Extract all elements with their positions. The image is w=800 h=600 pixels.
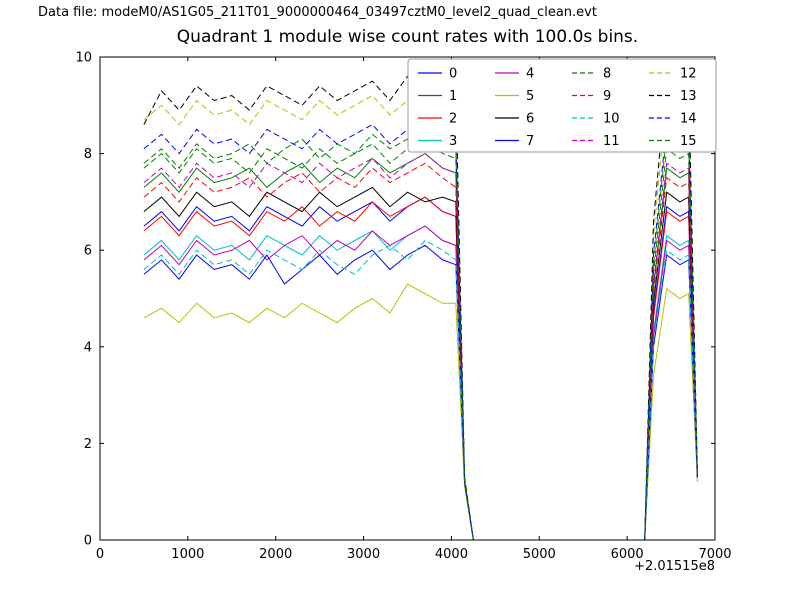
chart-title: Quadrant 1 module wise count rates with … xyxy=(176,27,639,47)
legend-label-10: 10 xyxy=(603,112,620,127)
legend-label-4: 4 xyxy=(526,67,534,82)
plot-frame xyxy=(99,56,716,541)
legend-label-1: 1 xyxy=(449,89,457,104)
series-line-9 xyxy=(143,162,698,541)
data-file-label: Data file: modeM0/AS1G05_211T01_90000004… xyxy=(38,5,597,20)
legend-label-11: 11 xyxy=(603,134,620,149)
legend-label-8: 8 xyxy=(603,67,611,82)
series-line-3 xyxy=(143,225,698,541)
series-line-15 xyxy=(143,128,698,541)
legend-label-13: 13 xyxy=(680,89,697,104)
series-line-0 xyxy=(143,196,698,541)
legend-label-6: 6 xyxy=(526,112,534,127)
legend-frame xyxy=(407,58,717,153)
x-tick-label: 5000 xyxy=(523,547,556,562)
y-tick-label: 2 xyxy=(84,437,92,452)
x-tick-label: 1000 xyxy=(171,547,204,562)
y-tick-label: 10 xyxy=(75,51,92,66)
legend-label-7: 7 xyxy=(526,134,534,149)
series-line-12 xyxy=(143,90,698,541)
y-tick-label: 0 xyxy=(84,534,92,549)
legend-label-14: 14 xyxy=(680,112,697,127)
series-lines xyxy=(143,70,698,541)
x-tick-label: 7000 xyxy=(698,547,731,562)
legend-label-9: 9 xyxy=(603,89,611,104)
y-tick-label: 6 xyxy=(84,244,92,259)
legend-label-2: 2 xyxy=(449,112,457,127)
x-tick-label: 2000 xyxy=(259,547,292,562)
y-tick-label: 8 xyxy=(84,147,92,162)
series-line-13 xyxy=(143,70,698,541)
series-line-5 xyxy=(143,283,698,541)
x-tick-label: 4000 xyxy=(435,547,468,562)
series-line-14 xyxy=(143,119,698,541)
legend-label-15: 15 xyxy=(680,134,697,149)
x-tick-label: 0 xyxy=(96,547,104,562)
series-line-2 xyxy=(143,196,698,541)
series-line-11 xyxy=(143,152,698,541)
x-tick-label: 6000 xyxy=(611,547,644,562)
legend-label-0: 0 xyxy=(449,67,457,82)
legend-label-5: 5 xyxy=(526,89,534,104)
series-line-4 xyxy=(143,225,698,541)
series-line-6 xyxy=(143,186,698,541)
series-line-8 xyxy=(143,138,698,541)
x-tick-label: 3000 xyxy=(347,547,380,562)
series-line-7 xyxy=(143,244,698,541)
legend-label-3: 3 xyxy=(449,134,457,149)
x-axis-offset-label: +2.01515e8 xyxy=(634,559,715,574)
series-line-10 xyxy=(143,239,698,541)
y-tick-label: 4 xyxy=(84,340,92,355)
legend-label-12: 12 xyxy=(680,67,697,82)
series-line-1 xyxy=(143,152,698,541)
